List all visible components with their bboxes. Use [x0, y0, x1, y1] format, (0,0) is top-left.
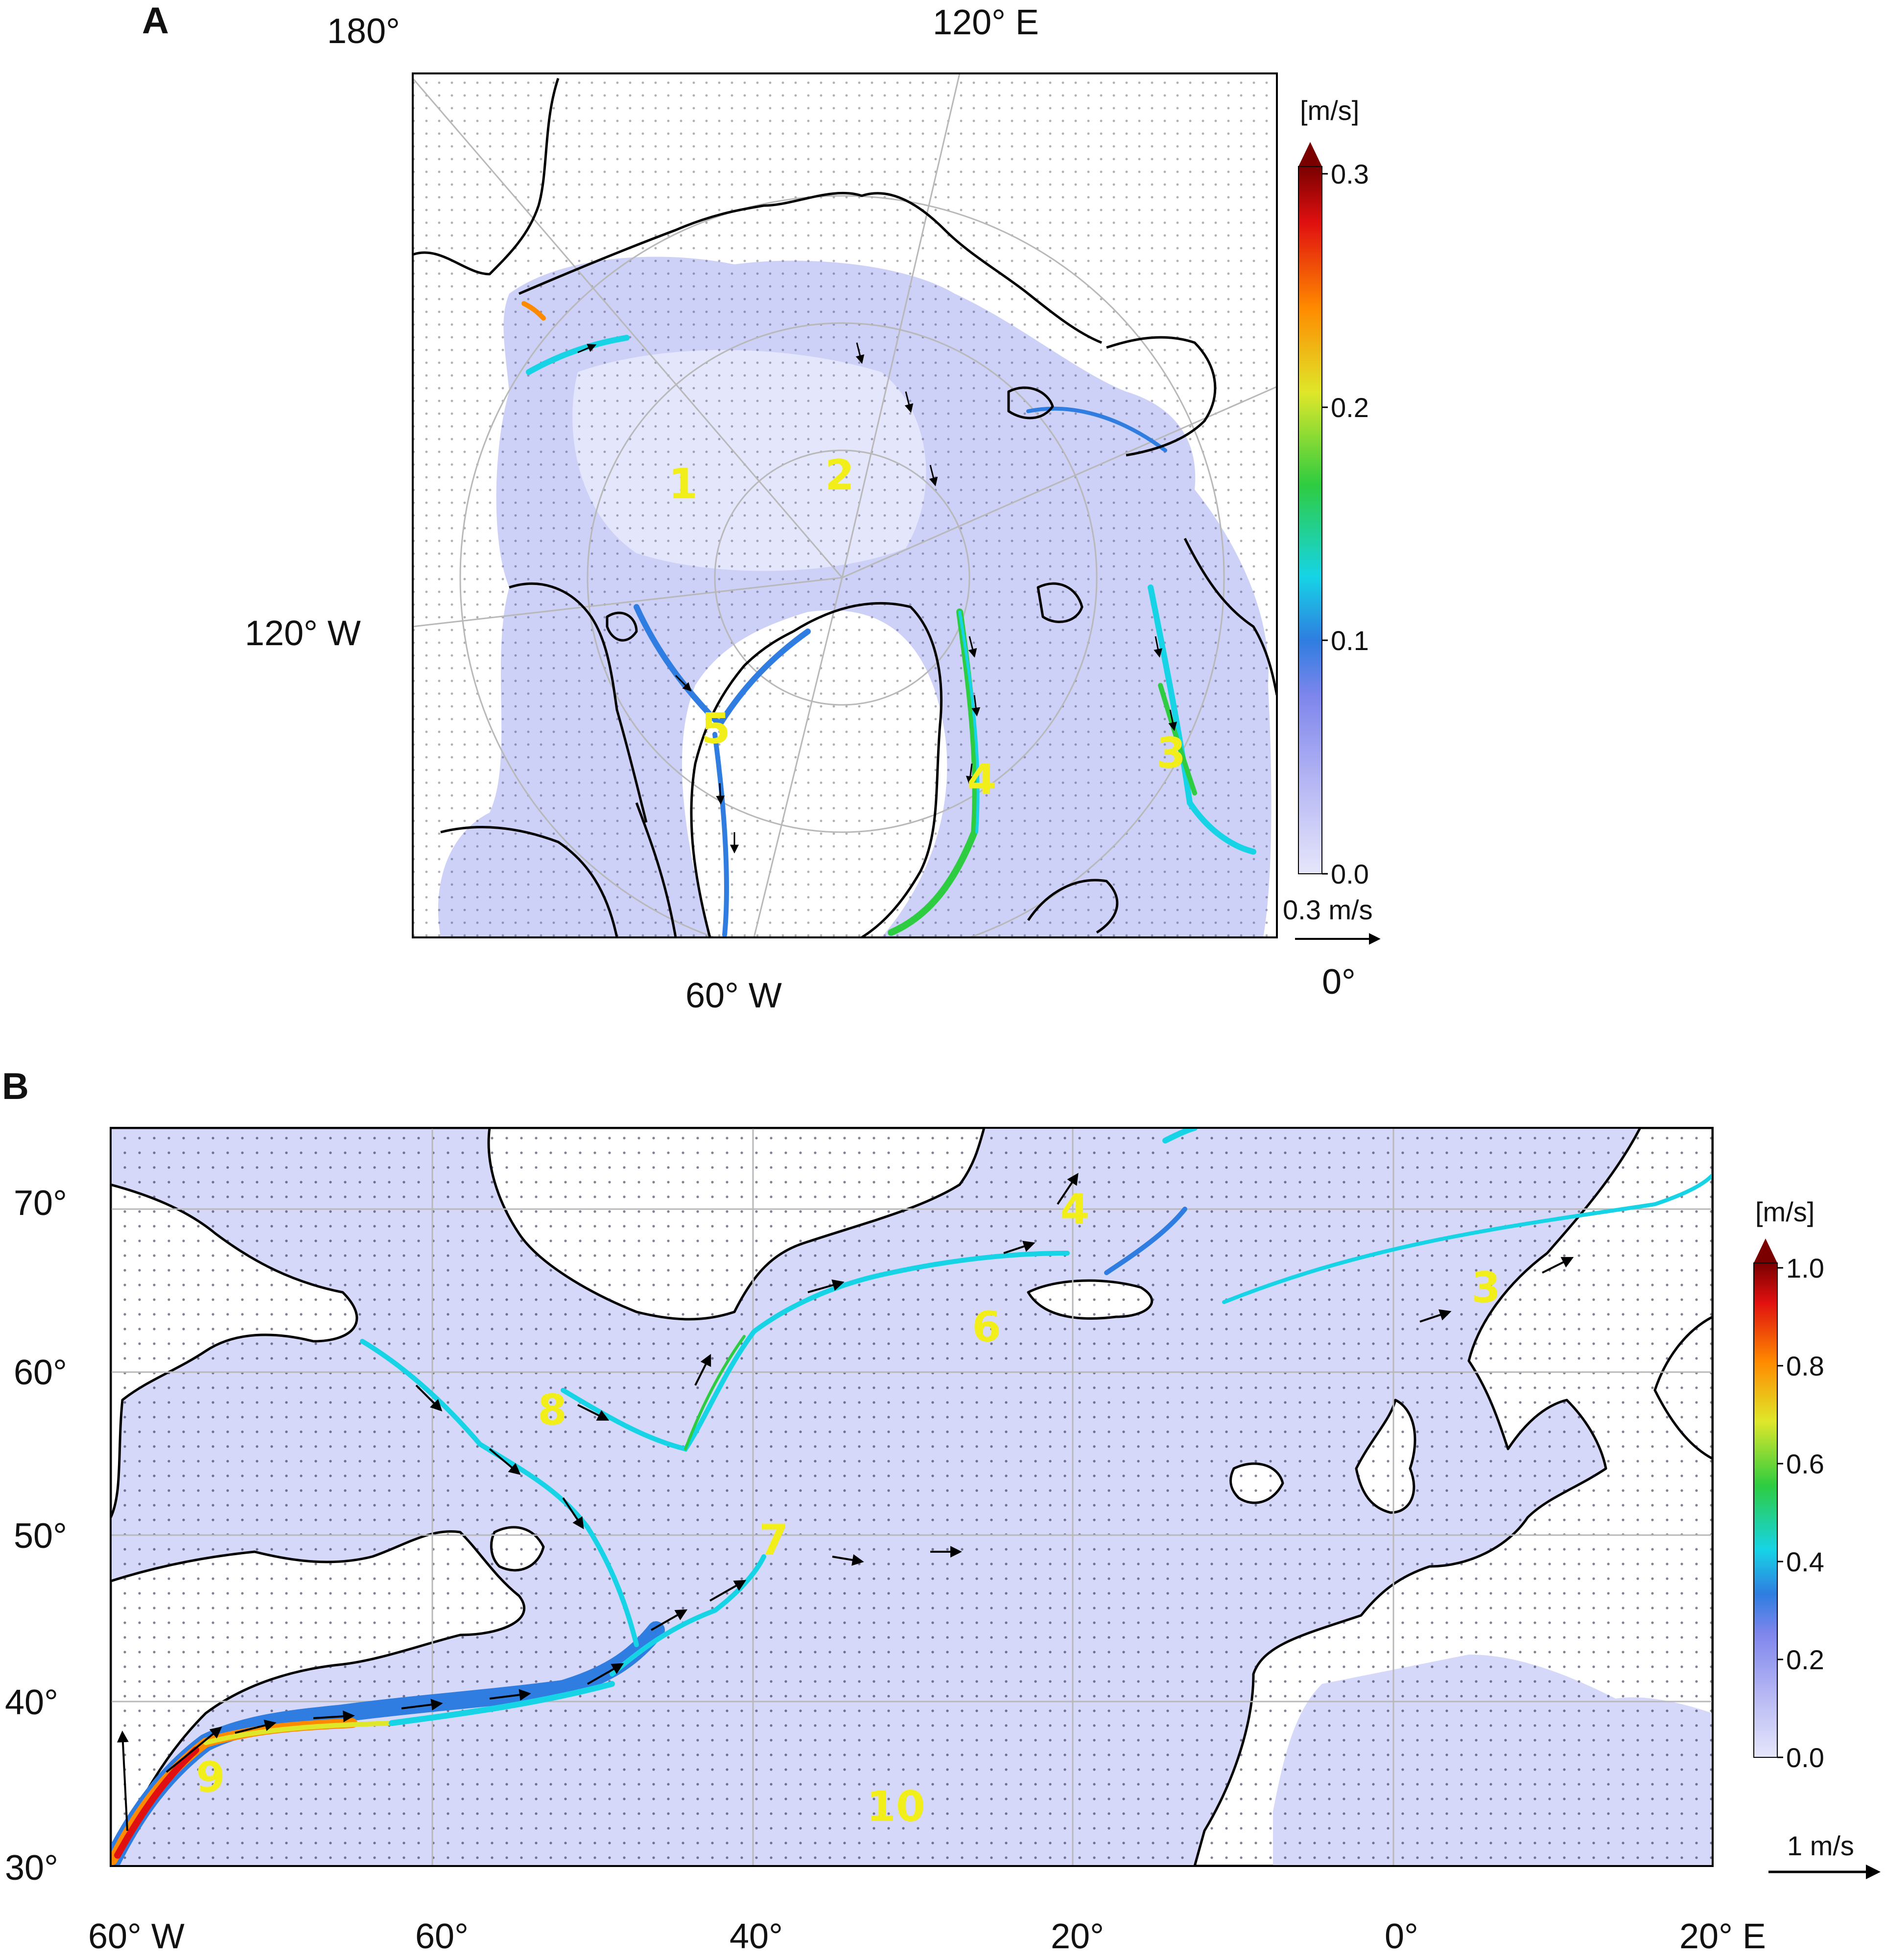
panel-a-colorbar-scale — [1298, 166, 1322, 874]
panel-b-lat-label: 70° — [14, 1184, 67, 1223]
panel-a-letter: A — [142, 0, 169, 42]
panel-b-lat-label: 50° — [14, 1517, 67, 1556]
panel-a-colorbar-tick: 0.0 — [1331, 859, 1369, 889]
panel-b-colorbar-tick: 0.8 — [1786, 1351, 1824, 1381]
panel-a-currents — [521, 301, 1256, 937]
panel-b-vectors — [117, 1173, 1574, 1831]
panel-b-lon-label: 60° W — [88, 1917, 185, 1956]
panel-b-colorbar-tick: 0.6 — [1786, 1448, 1824, 1479]
panel-a-colorbar-tick: 0.2 — [1331, 392, 1369, 423]
panel-a-label-180: 180° — [327, 12, 400, 51]
panel-a-region-3: 3 — [1156, 729, 1186, 778]
panel-b-lat-label: 30° — [5, 1848, 58, 1888]
panel-b-region-8: 8 — [538, 1386, 567, 1435]
panel-a-region-4: 4 — [967, 755, 996, 804]
panel-b-colorbar-tick: 1.0 — [1786, 1253, 1824, 1283]
panel-a-colorbar-tick: 0.3 — [1331, 159, 1369, 189]
panel-a-label-120e: 120° E — [933, 3, 1039, 42]
panel-b-colorbar-scale — [1754, 1263, 1777, 1757]
panel-a-colorbar-tick: 0.1 — [1331, 625, 1369, 656]
panel-b-region-7: 7 — [759, 1516, 788, 1564]
panel-a-vector-dots — [413, 73, 1277, 937]
panel-b-lon-label: 20° E — [1679, 1917, 1766, 1956]
panel-a-region-1: 1 — [668, 460, 698, 509]
panel-a-region-5: 5 — [701, 704, 730, 753]
panel-b-map — [111, 1128, 1713, 1866]
panel-b-frame — [110, 1127, 1714, 1867]
panel-b-region-3: 3 — [1471, 1263, 1501, 1312]
panel-a-coastlines — [413, 78, 1277, 937]
panel-a-colorbar-extend — [1298, 142, 1322, 166]
panel-b-reference-arrow: 1 m/s — [1768, 1830, 1881, 1879]
panel-b-colorbar: [m/s] 1.0 0.8 0.6 0.4 0.2 0.0 — [1753, 1196, 1824, 1773]
panel-b-lon-label: 20° — [1051, 1917, 1104, 1956]
panel-a-reference-label: 0.3 m/s — [1283, 894, 1373, 925]
panel-b-vector-dots — [111, 1128, 1713, 1866]
panel-b-lon-label: 60° — [415, 1917, 469, 1956]
panel-b-lon-label: 0° — [1385, 1917, 1418, 1956]
panel-b-lat-label: 60° — [14, 1353, 67, 1392]
panel-b-colorbar-tick: 0.4 — [1786, 1546, 1824, 1577]
panel-a-region-2: 2 — [825, 451, 854, 500]
panel-b-reference-label: 1 m/s — [1787, 1830, 1854, 1861]
panel-b-lon-label: 40° — [730, 1917, 783, 1956]
panel-b-region-9: 9 — [196, 1753, 225, 1802]
panel-a-label-60w: 60° W — [685, 976, 782, 1015]
panel-a-colorbar: [m/s] 0.3 0.2 0.1 0.0 — [1298, 95, 1369, 889]
panel-b-region-4: 4 — [1060, 1185, 1089, 1234]
panel-a-vectors — [577, 342, 1178, 854]
panel-a-label-0: 0° — [1322, 962, 1356, 1002]
panel-a-label-120w: 120° W — [245, 614, 361, 653]
panel-a-frame — [412, 72, 1278, 938]
panel-b-lat-label: 40° — [5, 1683, 58, 1722]
panel-a-reference-arrow: 0.3 m/s — [1283, 894, 1381, 945]
panel-a: A 180° 120° E 120° W 60° W 0° — [142, 0, 1381, 1015]
panel-a-colorbar-unit: [m/s] — [1300, 95, 1359, 126]
panel-b-letter: B — [2, 1066, 29, 1107]
panel-b-colorbar-unit: [m/s] — [1755, 1196, 1814, 1227]
panel-b-colorbar-tick: 0.2 — [1786, 1644, 1824, 1675]
panel-a-map — [413, 73, 1277, 937]
panel-b: B — [2, 1066, 1881, 1956]
panel-b-region-6: 6 — [972, 1303, 1001, 1352]
panel-b-region-10: 10 — [867, 1782, 925, 1831]
panel-b-colorbar-tick: 0.0 — [1786, 1742, 1824, 1773]
panel-a-graticule — [413, 73, 1277, 937]
panel-b-colorbar-extend — [1754, 1238, 1777, 1263]
